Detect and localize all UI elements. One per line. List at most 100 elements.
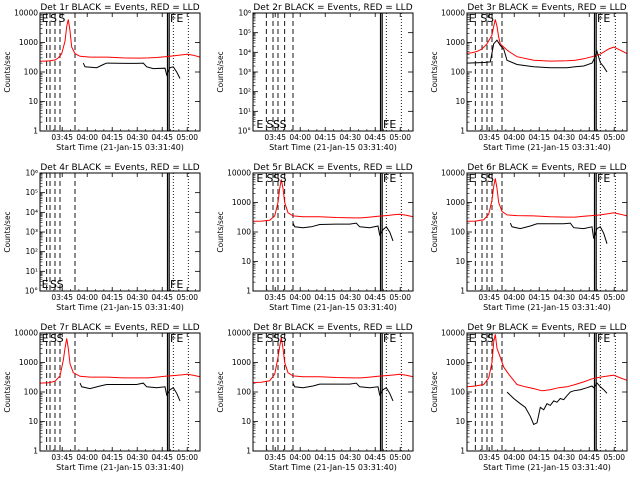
- y-tick-label: 10⁶: [25, 169, 38, 178]
- x-tick-label: 04:45: [364, 293, 386, 302]
- lld-rate-line: [466, 178, 628, 222]
- event-marker-label: S: [57, 332, 64, 345]
- y-tick-label: 1: [460, 127, 465, 136]
- y-tick-label: 10: [241, 417, 251, 426]
- y-tick-label: 10: [455, 97, 465, 106]
- y-tick-label: 10⁶: [238, 9, 251, 18]
- x-tick-label: 05:00: [176, 453, 198, 462]
- x-tick-label: 03:45: [264, 453, 286, 462]
- x-tick-label: 04:15: [314, 453, 336, 462]
- x-tick-label: 04:30: [339, 133, 361, 142]
- x-tick-label: 05:00: [603, 453, 625, 462]
- y-tick-label: 1: [460, 447, 465, 456]
- x-tick-label: 04:15: [101, 293, 123, 302]
- y-tick-label: 10°: [238, 127, 252, 136]
- event-marker-label: FE: [383, 332, 396, 345]
- y-axis-label: Counts/sec: [3, 211, 12, 252]
- events-rate-line: [79, 382, 181, 402]
- lld-rate-line: [252, 179, 414, 222]
- y-tick-label: 10000: [441, 169, 465, 178]
- panel-title: Det 5r BLACK = Events, RED = LLD: [253, 163, 412, 173]
- x-tick-label: 04:15: [528, 293, 550, 302]
- x-tick-label: 04:30: [553, 293, 575, 302]
- y-axis-label: Counts/sec: [216, 51, 225, 92]
- x-tick-label: 04:00: [289, 293, 311, 302]
- x-tick-label: 04:30: [553, 133, 575, 142]
- event-marker-label: FE: [597, 12, 610, 25]
- x-tick-label: 03:45: [478, 133, 500, 142]
- x-tick-label: 04:45: [578, 453, 600, 462]
- x-tick-label: 05:00: [176, 133, 198, 142]
- event-marker-label: E: [469, 172, 476, 185]
- y-tick-label: 100: [24, 388, 39, 397]
- event-marker-label: S: [50, 278, 57, 291]
- event-marker-label: FE: [597, 332, 610, 345]
- y-axis-label: Counts/sec: [3, 371, 12, 412]
- event-marker-label: FE: [383, 118, 396, 131]
- event-marker-label: FE: [170, 12, 183, 25]
- y-tick-label: 100: [24, 68, 39, 77]
- panel-9: Det 9r BLACK = Events, RED = LLD Counts/s…: [430, 323, 628, 472]
- y-tick-label: 10⁴: [25, 208, 38, 217]
- y-tick-label: 1000: [446, 198, 465, 207]
- x-tick-label: 04:15: [314, 133, 336, 142]
- x-tick-label: 04:45: [364, 133, 386, 142]
- lld-rate-line: [466, 334, 628, 392]
- y-tick-label: 10: [455, 417, 465, 426]
- y-tick-label: 10⁵: [238, 28, 251, 37]
- plot-frame: [466, 12, 628, 132]
- y-tick-label: 10: [455, 257, 465, 266]
- x-axis-label: Start Time (21-Jan-15 03:31:40): [56, 303, 184, 312]
- event-marker-label: S: [57, 278, 64, 291]
- event-marker-label: FE: [597, 172, 610, 185]
- y-tick-label: 10000: [14, 9, 38, 18]
- panel-title: Det 8r BLACK = Events, RED = LLD: [253, 323, 412, 333]
- panel-title: Det 7r BLACK = Events, RED = LLD: [40, 323, 199, 333]
- y-tick-label: 10°: [25, 287, 39, 296]
- panel-5: Det 5r BLACK = Events, RED = LLD Counts/s…: [216, 163, 414, 312]
- lld-rate-line: [466, 19, 628, 62]
- events-rate-line: [509, 222, 608, 244]
- x-tick-label: 04:45: [151, 133, 173, 142]
- x-axis-label: Start Time (21-Jan-15 03:31:40): [269, 463, 397, 472]
- x-axis-label: Start Time (21-Jan-15 03:31:40): [483, 463, 611, 472]
- lld-rate-line: [39, 19, 201, 62]
- x-axis-label: Start Time (21-Jan-15 03:31:40): [269, 303, 397, 312]
- panel-2: Det 2r BLACK = Events, RED = LLD Counts/s…: [216, 3, 414, 152]
- y-tick-label: 1000: [232, 198, 251, 207]
- event-marker-label: S: [480, 332, 487, 345]
- x-tick-label: 04:45: [578, 133, 600, 142]
- x-tick-label: 03:45: [264, 293, 286, 302]
- x-tick-label: 04:45: [364, 453, 386, 462]
- x-tick-label: 03:45: [51, 453, 73, 462]
- x-tick-label: 04:15: [101, 133, 123, 142]
- x-tick-label: 05:00: [603, 293, 625, 302]
- y-tick-label: 1: [33, 447, 38, 456]
- event-marker-label: E: [42, 12, 49, 25]
- y-tick-label: 10²: [25, 247, 38, 256]
- event-marker-label: FE: [170, 332, 183, 345]
- panel-4: Det 4r BLACK = Events, RED = LLD Counts/s…: [3, 163, 201, 312]
- event-marker-label: S: [280, 118, 287, 131]
- x-tick-label: 04:00: [503, 133, 525, 142]
- y-tick-label: 10³: [25, 228, 38, 237]
- event-marker-label: S: [50, 332, 57, 345]
- y-tick-label: 1: [460, 287, 465, 296]
- event-marker-label: S: [487, 332, 494, 345]
- y-axis-label: Counts/sec: [216, 371, 225, 412]
- panel-title: Det 2r BLACK = Events, RED = LLD: [253, 3, 412, 13]
- event-marker-label: S: [480, 172, 487, 185]
- event-marker-label: E: [256, 332, 263, 345]
- event-marker-label: S: [480, 12, 487, 25]
- event-marker-label: FE: [170, 278, 183, 291]
- panel-6: Det 6r BLACK = Events, RED = LLD Counts/s…: [430, 163, 628, 312]
- plot-frame: [252, 332, 414, 452]
- x-tick-label: 04:00: [503, 453, 525, 462]
- y-tick-label: 1000: [19, 38, 38, 47]
- plot-frame: [252, 12, 414, 132]
- x-tick-label: 04:00: [76, 293, 98, 302]
- x-tick-label: 05:00: [389, 133, 411, 142]
- plot-frame: [466, 172, 628, 292]
- plot-frame: [39, 172, 201, 292]
- event-marker-label: S: [487, 12, 494, 25]
